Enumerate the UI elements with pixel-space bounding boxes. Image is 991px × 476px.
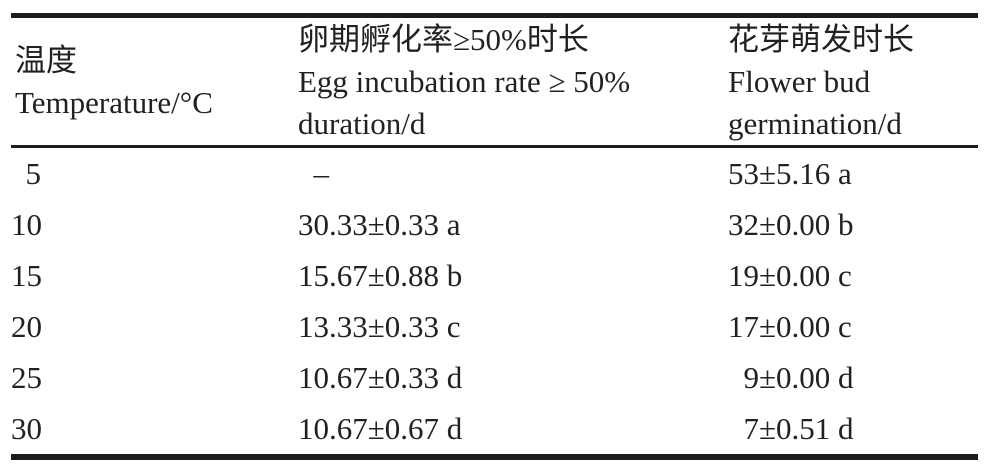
flower-duration-cell: 53±5.16 a: [728, 155, 852, 191]
table-row: 15 15.67±0.88 b 19±0.00 c: [11, 250, 978, 301]
temperature-cell: 30: [11, 410, 42, 446]
col-header-temperature-zh: 温度: [15, 42, 77, 78]
header-row: 温度 Temperature/°C 卵期孵化率≥50%时长 Egg incuba…: [11, 16, 978, 147]
egg-duration-cell: 15.67±0.88 b: [298, 257, 463, 293]
temperature-response-table: 温度 Temperature/°C 卵期孵化率≥50%时长 Egg incuba…: [11, 13, 978, 460]
table-row: 25 10.67±0.33 d 9±0.00 d: [11, 352, 978, 403]
col-header-temperature: 温度 Temperature/°C: [11, 16, 298, 147]
table-row: 20 13.33±0.33 c 17±0.00 c: [11, 301, 978, 352]
col-header-flower-en: Flower bud: [728, 63, 871, 99]
temperature-cell: 20: [11, 308, 42, 344]
temperature-cell: 10: [11, 206, 42, 242]
table-row: 30 10.67±0.67 d 7±0.51 d: [11, 403, 978, 457]
table-body: 5 – 53±5.16 a 10 30.33±0.33 a 32±0.00 b …: [11, 147, 978, 458]
temperature-cell: 15: [11, 257, 42, 293]
table-row: 10 30.33±0.33 a 32±0.00 b: [11, 199, 978, 250]
egg-duration-cell: 10.67±0.67 d: [298, 410, 463, 446]
temperature-cell: 5: [25, 155, 42, 191]
col-header-egg-en: Egg incubation rate ≥ 50%: [298, 63, 631, 99]
table-row: 5 – 53±5.16 a: [11, 147, 978, 200]
col-header-egg-unit: duration/d: [298, 105, 426, 141]
col-header-egg-incubation: 卵期孵化率≥50%时长 Egg incubation rate ≥ 50% du…: [298, 16, 728, 147]
flower-duration-cell: 32±0.00 b: [728, 206, 854, 242]
table-header: 温度 Temperature/°C 卵期孵化率≥50%时长 Egg incuba…: [11, 16, 978, 147]
col-header-temperature-en: Temperature/°C: [15, 84, 213, 120]
col-header-flower-unit: germination/d: [728, 105, 902, 141]
flower-duration-cell: 19±0.00 c: [728, 257, 852, 293]
egg-duration-cell: 10.67±0.33 d: [298, 359, 463, 395]
col-header-flower-zh: 花芽萌发时长: [728, 21, 914, 57]
egg-duration-cell: 30.33±0.33 a: [298, 206, 461, 242]
egg-duration-cell: –: [313, 155, 330, 191]
col-header-flower-bud: 花芽萌发时长 Flower bud germination/d: [728, 16, 978, 147]
flower-duration-cell: 7±0.51 d: [743, 410, 854, 446]
flower-duration-cell: 9±0.00 d: [743, 359, 854, 395]
temperature-cell: 25: [11, 359, 42, 395]
egg-duration-cell: 13.33±0.33 c: [298, 308, 461, 344]
col-header-egg-zh: 卵期孵化率≥50%时长: [298, 21, 589, 57]
flower-duration-cell: 17±0.00 c: [728, 308, 852, 344]
table-sheet: 温度 Temperature/°C 卵期孵化率≥50%时长 Egg incuba…: [11, 13, 978, 460]
